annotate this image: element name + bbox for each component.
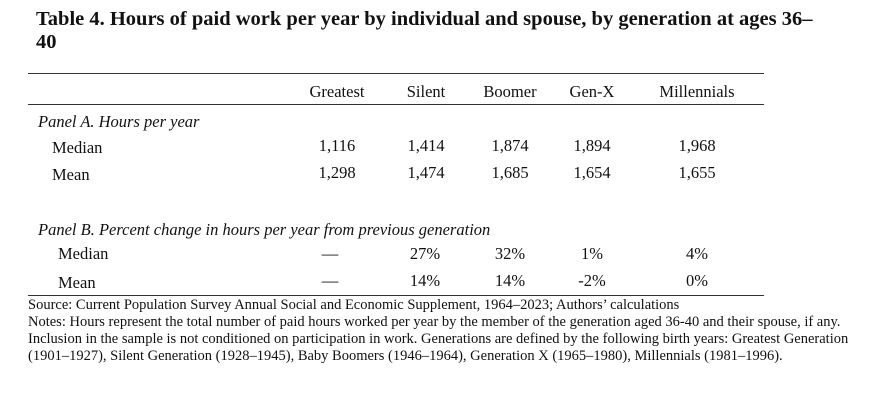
cell-a-median-silent: 1,414 [407, 136, 445, 155]
cell-b-mean-silent: 14% [409, 271, 441, 290]
column-header-millennials: Millennials [659, 82, 735, 101]
cell-a-mean-silent: 1,474 [407, 163, 445, 182]
panel-a-label: Panel A. Hours per year [38, 112, 200, 131]
row-label-mean: Mean [52, 165, 90, 184]
cell-a-median-greatest: 1,116 [318, 136, 356, 155]
cell-b-median-genx: 1% [581, 244, 603, 263]
column-header-genx: Gen-X [569, 82, 615, 101]
cell-a-median-millennials: 1,968 [678, 136, 716, 155]
cell-b-mean-genx: -2% [578, 271, 606, 290]
row-label-median: Median [52, 138, 103, 157]
top-rule [28, 73, 764, 74]
cell-b-median-boomer: 32% [494, 244, 526, 263]
cell-a-mean-greatest: 1,298 [318, 163, 356, 182]
notes-text: Notes: Hours represent the total number … [28, 314, 849, 364]
cell-b-mean-boomer: 14% [494, 271, 526, 290]
column-header-silent: Silent [406, 82, 446, 101]
table-title: Table 4. Hours of paid work per year by … [36, 8, 813, 53]
bottom-rule [28, 295, 764, 296]
cell-a-mean-genx: 1,654 [573, 163, 611, 182]
cell-b-median-silent: 27% [409, 244, 441, 263]
cell-a-median-genx: 1,894 [573, 136, 611, 155]
cell-a-mean-millennials: 1,655 [678, 163, 716, 182]
row-label-median: Median [58, 244, 109, 263]
column-header-boomer: Boomer [483, 82, 537, 101]
column-header-greatest: Greatest [309, 82, 365, 101]
header-rule [28, 104, 764, 105]
cell-a-median-boomer: 1,874 [491, 136, 529, 155]
cell-a-mean-boomer: 1,685 [491, 163, 529, 182]
table-footnotes: Source: Current Population Survey Annual… [28, 297, 878, 365]
cell-b-median-greatest: — [321, 244, 339, 263]
source-note: Source: Current Population Survey Annual… [28, 297, 680, 313]
cell-b-mean-millennials: 0% [686, 271, 708, 290]
cell-b-median-millennials: 4% [686, 244, 708, 263]
row-label-mean: Mean [58, 273, 96, 292]
panel-b-label: Panel B. Percent change in hours per yea… [38, 220, 491, 239]
cell-b-mean-greatest: — [321, 271, 339, 290]
